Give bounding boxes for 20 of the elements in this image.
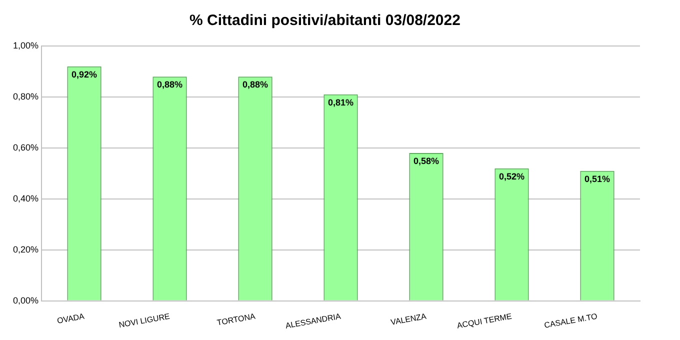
x-tick-label: VALENZA: [390, 312, 428, 327]
x-tick-label: ACQUI TERME: [456, 312, 512, 330]
y-tick-label: 0,20%: [12, 244, 39, 254]
x-tick-label: OVADA: [56, 312, 86, 326]
data-label: 0,51%: [584, 174, 610, 184]
data-label: 0,92%: [72, 69, 98, 80]
data-label: 0,81%: [328, 97, 354, 108]
y-tick-label: 0,80%: [12, 91, 39, 102]
data-label: 0,58%: [413, 156, 440, 166]
y-tick-label: 0,00%: [12, 295, 39, 306]
chart-title: % Cittadini positivi/abitanti 03/08/2022: [190, 12, 460, 30]
data-label: 0,88%: [242, 80, 268, 90]
x-tick-label: TORTONA: [216, 312, 257, 328]
x-tick-label: CASALE M.TO: [544, 312, 598, 330]
data-label: 0,88%: [157, 80, 183, 90]
y-tick-label: 1,00%: [12, 40, 39, 50]
y-tick-label: 0,60%: [12, 142, 39, 152]
x-tick-label: NOVI LIGURE: [118, 312, 170, 330]
y-tick-label: 0,40%: [12, 193, 39, 204]
data-label: 0,52%: [498, 171, 525, 182]
